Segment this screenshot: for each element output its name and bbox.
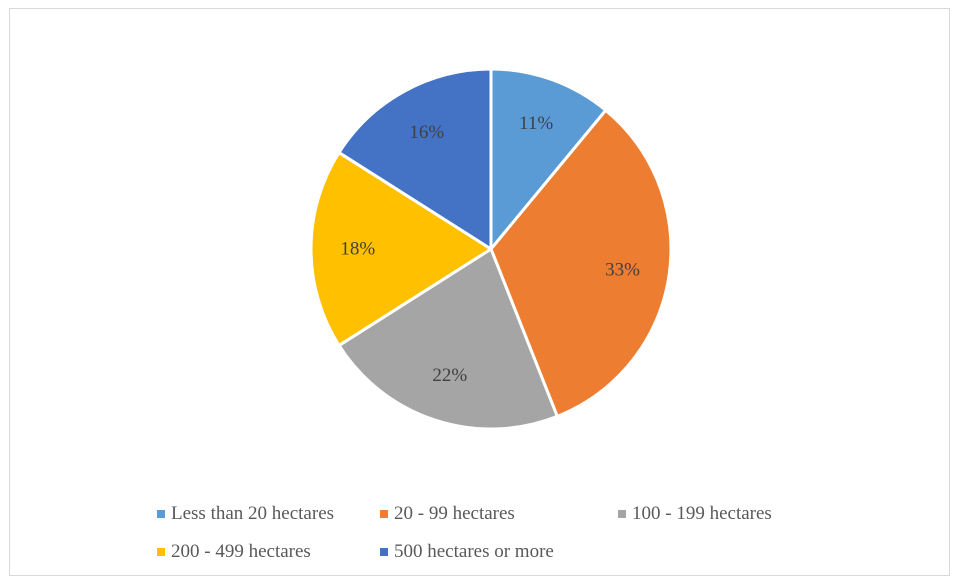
- legend-swatch-less-than-20: [157, 510, 165, 518]
- legend-swatch-100-199: [618, 510, 626, 518]
- data-label-100-199: 22%: [432, 365, 467, 386]
- legend-label-100-199: 100 - 199 hectares: [632, 503, 772, 524]
- legend-swatch-500-or-more: [380, 548, 388, 556]
- legend-item-20-99: 20 - 99 hectares: [380, 502, 515, 526]
- legend-label-20-99: 20 - 99 hectares: [394, 503, 515, 524]
- data-label-500-or-more: 16%: [409, 122, 444, 143]
- data-label-200-499: 18%: [340, 239, 375, 260]
- legend-item-500-or-more: 500 hectares or more: [380, 540, 554, 564]
- legend-swatch-200-499: [157, 548, 165, 556]
- legend-swatch-20-99: [380, 510, 388, 518]
- legend-item-200-499: 200 - 499 hectares: [157, 540, 311, 564]
- pie-chart: 11% 33% 22% 18% 16%: [309, 67, 673, 431]
- data-label-20-99: 33%: [605, 259, 640, 280]
- chart-area: 11% 33% 22% 18% 16% Less than 20 hectares 20…: [9, 8, 950, 576]
- legend-label-500-or-more: 500 hectares or more: [394, 541, 554, 562]
- pie-slice-20-99: [489, 108, 673, 418]
- pie-slices: [309, 67, 673, 431]
- legend-label-less-than-20: Less than 20 hectares: [171, 503, 335, 524]
- legend-item-100-199: 100 - 199 hectares: [618, 502, 772, 526]
- pie-slice-less-than-20: [489, 67, 608, 251]
- pie-slice-200-499: [309, 151, 493, 347]
- pie-data-labels: 11% 33% 22% 18% 16%: [340, 113, 640, 386]
- legend-item-less-than-20: Less than 20 hectares: [157, 502, 334, 526]
- pie-slice-100-199: [337, 247, 559, 431]
- data-label-less-than-20: 11%: [519, 113, 553, 134]
- pie-slice-500-or-more: [337, 67, 493, 251]
- legend-label-200-499: 200 - 499 hectares: [171, 541, 311, 562]
